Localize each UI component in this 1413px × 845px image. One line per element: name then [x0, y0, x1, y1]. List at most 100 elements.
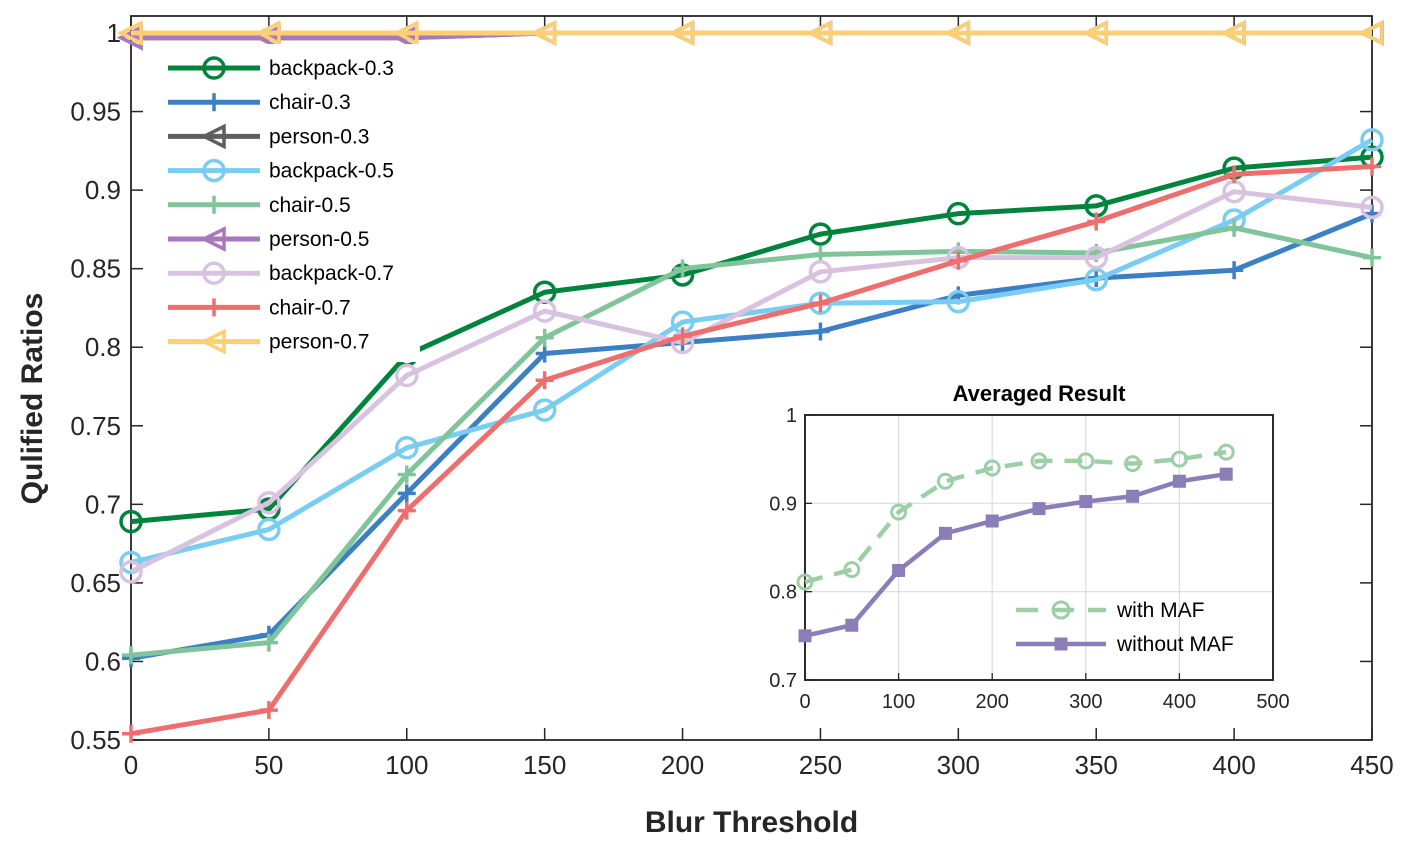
data-point: [117, 20, 143, 46]
data-point: [1225, 218, 1244, 237]
x-tick-label: 50: [254, 750, 283, 780]
inset-x-tick-label: 0: [799, 691, 810, 713]
legend-label: backpack-0.7: [269, 262, 394, 285]
legend-marker: [205, 195, 223, 214]
inset-data-point: [985, 514, 999, 528]
legend-entry-backpack-0.3: backpack-0.3: [168, 56, 394, 80]
data-point: [1363, 157, 1381, 176]
inset-title: Averaged Result: [953, 381, 1126, 406]
inset-data-point: [1079, 495, 1093, 509]
inset-x-tick-label: 100: [882, 691, 915, 713]
inset-data-point: [892, 563, 906, 577]
x-tick-label: 350: [1075, 750, 1118, 780]
inset-data-point: [1170, 450, 1188, 468]
data-point: [257, 517, 281, 542]
data-point: [1084, 267, 1108, 292]
inset-averaged-result: 0 100 200 300 400 500 0.7 0.8 0.9 1 Averaged Resul…: [748, 374, 1308, 726]
data-point: [946, 289, 971, 314]
series-line: [130, 137, 1374, 565]
inset-data-point: [938, 526, 952, 540]
data-point: [1363, 248, 1381, 267]
inset-data-point: [983, 459, 1001, 477]
inset-legend-marker: [1054, 637, 1068, 651]
x-axis-title: Blur Threshold: [645, 806, 858, 839]
data-point: [395, 436, 419, 460]
data-point: [530, 20, 557, 46]
y-tick-label: 0.9: [85, 175, 121, 205]
main-plot-frame: [130, 15, 1373, 741]
data-point: [1084, 245, 1108, 270]
data-point: [1087, 212, 1106, 231]
legend-entry-chair-0.7: chair-0.7: [168, 296, 351, 319]
inset-y-tick-label: 0.9: [769, 493, 797, 515]
data-point: [532, 299, 557, 323]
legend-entry-backpack-0.5: backpack-0.5: [168, 158, 394, 183]
data-point: [122, 724, 140, 743]
inset-plot-border: [804, 414, 1274, 681]
inset-legend-entry-without MAF: without MAF: [1016, 633, 1234, 656]
legend-marker: [205, 298, 223, 317]
y-tick-label: 0.7: [85, 489, 121, 519]
inset-data-point: [1217, 443, 1235, 461]
series-line: [129, 189, 1373, 575]
x-tick-label: 200: [661, 750, 704, 780]
inset-data-point: [1032, 502, 1046, 516]
data-point: [257, 491, 281, 515]
data-point: [119, 509, 143, 534]
legend-label: person-0.7: [269, 331, 369, 354]
inset-y-tick-label: 1: [786, 405, 797, 427]
data-point: [397, 484, 416, 503]
data-point: [806, 20, 833, 46]
series-person-0.7: [117, 20, 1384, 46]
y-tick-label: 0.55: [70, 725, 121, 755]
x-tick-label: 400: [1212, 750, 1255, 780]
data-point: [1360, 195, 1384, 220]
legend-label: chair-0.7: [269, 296, 351, 319]
inset-data-point: [890, 503, 908, 521]
data-point: [395, 363, 419, 388]
main-axis-labels: 0 50 100 150 200 250 300 350 400 450 0.55 0.6 0.65 0.…: [16, 18, 1394, 839]
data-point: [946, 201, 971, 226]
inset-data-point: [1030, 452, 1048, 470]
inset-series-line: [804, 471, 1227, 639]
legend-marker: [202, 56, 226, 80]
data-point: [1225, 261, 1244, 280]
y-tick-label: 0.85: [70, 254, 121, 284]
x-tick-label: 250: [799, 750, 842, 780]
inset-data-point: [1124, 455, 1142, 473]
inset-data-point: [1172, 474, 1186, 488]
data-point: [122, 646, 140, 665]
legend-entry-backpack-0.7: backpack-0.7: [168, 261, 394, 285]
legend-marker: [202, 158, 226, 183]
legend-entry-chair-0.5: chair-0.5: [168, 194, 351, 217]
legend-entry-chair-0.3: chair-0.3: [168, 91, 351, 114]
x-tick-label: 150: [523, 750, 566, 780]
legend-label: chair-0.5: [269, 194, 351, 217]
inset-y-tick-label: 0.8: [769, 582, 797, 604]
legend-entry-person-0.7: person-0.7: [168, 328, 369, 355]
data-point: [535, 371, 554, 390]
data-point: [259, 633, 278, 652]
inset-y-tick-label: 0.7: [769, 670, 797, 692]
data-point: [673, 327, 692, 346]
data-point: [673, 259, 692, 278]
data-point: [811, 322, 830, 341]
data-point: [811, 294, 830, 313]
inset-x-tick-label: 200: [976, 691, 1009, 713]
series-chair-0.5: [122, 218, 1381, 665]
data-point: [808, 222, 833, 246]
data-point: [254, 20, 281, 46]
y-tick-label: 0.65: [70, 568, 121, 598]
series-line: [130, 164, 1373, 737]
inset-legend-marker: [1051, 600, 1071, 620]
data-point: [668, 20, 695, 46]
inset-data-point: [936, 472, 954, 490]
inset-series-line: [804, 449, 1227, 585]
legend-entry-person-0.3: person-0.3: [168, 123, 369, 150]
data-point: [259, 701, 278, 720]
data-point: [397, 465, 416, 484]
y-axis-title: Qulified Ratios: [16, 293, 49, 505]
data-point: [1360, 128, 1384, 152]
legend-label: person-0.3: [269, 125, 369, 148]
